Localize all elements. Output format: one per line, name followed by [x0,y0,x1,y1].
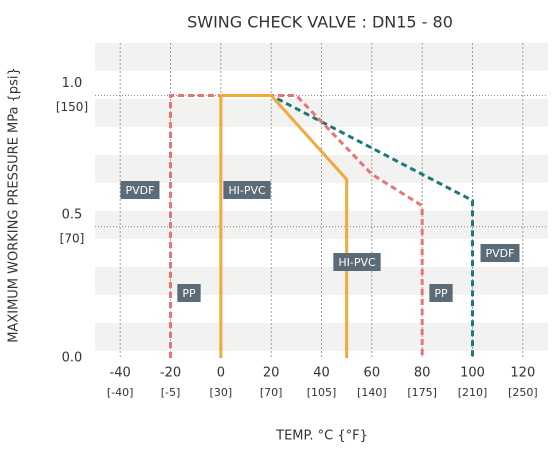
annotation: PP [429,284,453,302]
series-line [219,94,349,358]
annotation-text: HI-PVC [338,256,376,269]
annotation-text: PP [434,287,448,300]
annotation: HI-PVC [333,253,381,271]
y-tick-label: 0.0 [62,351,83,366]
x-tick-sublabel: [210] [458,386,488,399]
annotation: HI-PVC [223,181,271,199]
x-tick-label: 100 [460,366,485,381]
annotation-box [480,244,520,262]
x-tick-sublabel: [105] [307,386,337,399]
x-tick-sublabel: [30] [210,386,233,399]
annotation-box [120,181,160,199]
annotation-text: PP [182,287,196,300]
y-tick-sublabel: [70] [60,231,85,245]
x-tick-sublabel: [250] [508,386,538,399]
x-tick-sublabel: [-40] [107,386,134,399]
annotation-text: PVDF [486,247,515,260]
y-tick-label: 0.5 [62,207,83,222]
x-axis-label: TEMP. °C {°F} [275,429,368,444]
annotation: PVDF [480,244,520,262]
y-axis-label: MAXIMUM WORKING PRESSURE MPa {psi} [7,67,22,343]
annotation-box [223,181,271,199]
annotation: PP [177,284,201,302]
x-tick-label: -40 [110,366,131,381]
x-tick-label: 60 [364,366,381,381]
annotation-box [429,284,453,302]
x-tick-label: 20 [263,366,280,381]
x-tick-label: 40 [313,366,330,381]
x-tick-sublabel: [175] [407,386,437,399]
annotation-text: PVDF [126,184,155,197]
annotation-box [177,284,201,302]
series-line [169,94,424,358]
y-tick-label: 1.0 [62,76,83,91]
x-tick-sublabel: [-5] [161,386,181,399]
annotation: PVDF [120,181,160,199]
x-tick-label: 80 [414,366,431,381]
x-tick-label: 0 [217,366,225,381]
x-tick-sublabel: [70] [260,386,283,399]
x-tick-label: 120 [510,366,535,381]
annotation-box [333,253,381,271]
x-tick-label: -20 [160,366,181,381]
annotation-text: HI-PVC [228,184,266,197]
y-tick-sublabel: [150] [56,100,88,114]
x-tick-sublabel: [140] [357,386,387,399]
chart-title: SWING CHECK VALVE : DN15 - 80 [187,13,453,32]
